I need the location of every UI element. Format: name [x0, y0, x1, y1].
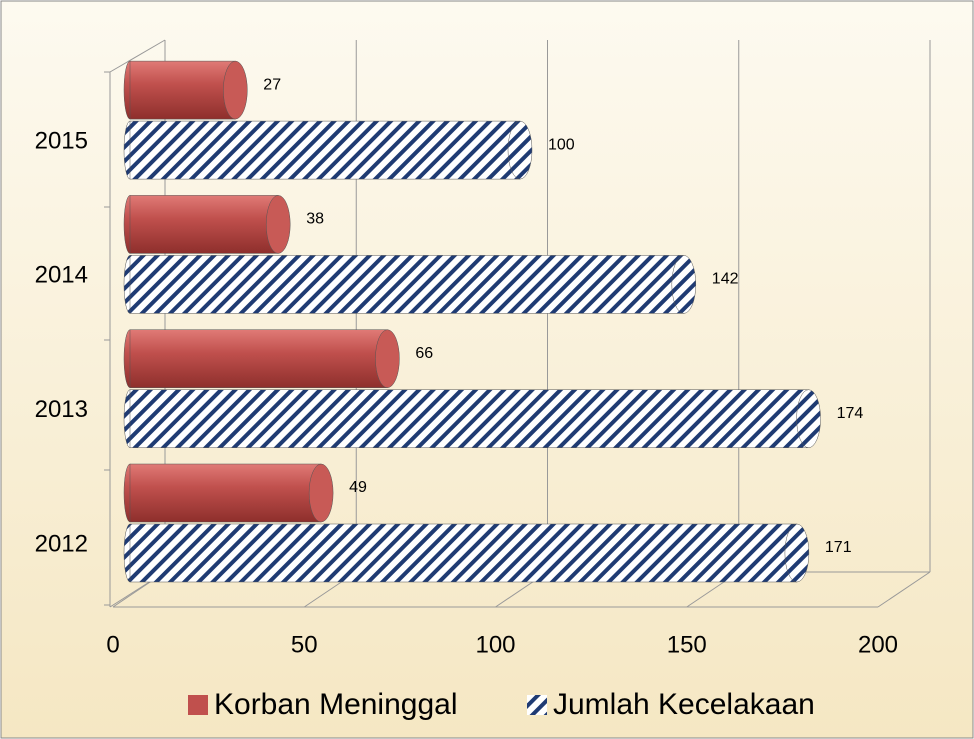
x-tick-label: 100 [475, 631, 515, 658]
bar [123, 120, 533, 180]
data-label: 174 [837, 405, 864, 422]
legend-swatch [527, 695, 547, 715]
bar [123, 389, 821, 448]
bar [123, 195, 291, 254]
legend-label: Jumlah Kecelakaan [553, 688, 815, 721]
bar [123, 523, 810, 583]
bar [123, 255, 697, 314]
y-axis-ticks [104, 71, 110, 606]
data-label: 49 [349, 479, 367, 496]
x-tick-label: 150 [667, 631, 707, 658]
bar [123, 60, 248, 120]
y-tick-label: 2015 [35, 127, 88, 154]
data-label: 27 [263, 76, 281, 93]
floor-line [877, 571, 931, 608]
data-label: 142 [712, 271, 739, 288]
bar [123, 463, 334, 523]
bar [123, 329, 400, 388]
x-tick-label: 200 [858, 631, 898, 658]
y-tick-label: 2012 [35, 530, 88, 557]
y-tick-label: 2013 [35, 396, 88, 423]
legend-swatch [188, 695, 208, 715]
legend-label: Korban Meninggal [214, 688, 458, 721]
x-tick-label: 50 [291, 631, 318, 658]
x-tick-label: 0 [106, 631, 119, 658]
data-label: 171 [825, 539, 852, 556]
y-tick-label: 2014 [35, 262, 88, 289]
data-label: 100 [548, 136, 575, 153]
data-label: 38 [306, 211, 324, 228]
data-label: 66 [415, 345, 433, 362]
